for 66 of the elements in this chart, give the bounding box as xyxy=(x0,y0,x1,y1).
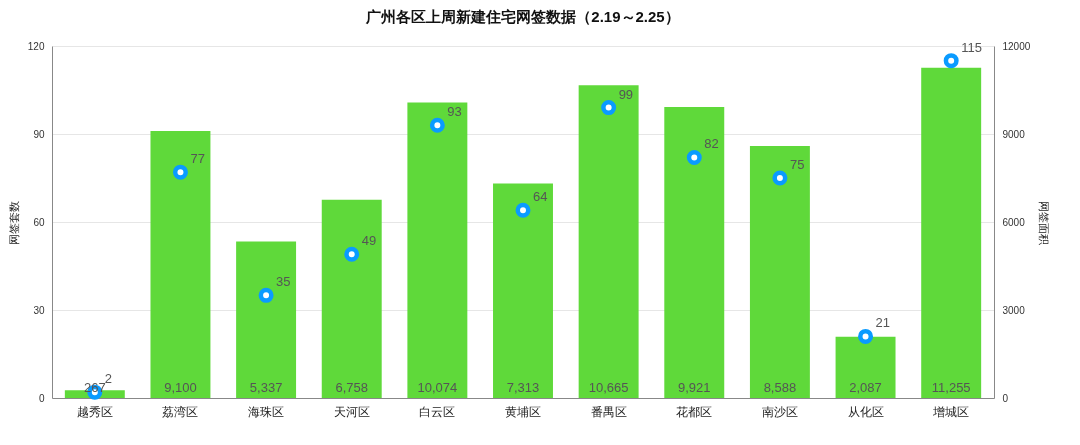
point xyxy=(601,100,617,116)
data-label: 64 xyxy=(533,189,548,205)
y-tick-label: 60 xyxy=(33,216,45,228)
data-label: 267 xyxy=(83,380,106,395)
data-label: 10,074 xyxy=(417,380,458,395)
data-label: 11,255 xyxy=(931,380,971,395)
y2-tick-label: 3000 xyxy=(1002,304,1026,316)
x-tick-label: 番禺区 xyxy=(590,404,627,419)
bar xyxy=(578,85,639,398)
data-label: 6,758 xyxy=(335,380,368,395)
point xyxy=(344,246,360,262)
bar xyxy=(321,199,382,398)
y-tick-label: 90 xyxy=(33,128,45,140)
point xyxy=(772,170,788,186)
y-tick-label: 30 xyxy=(33,304,45,316)
x-tick-label: 天河区 xyxy=(333,404,370,419)
point xyxy=(515,202,531,218)
data-label: 9,100 xyxy=(164,380,197,395)
point xyxy=(943,53,959,69)
x-tick-label: 增城区 xyxy=(932,404,970,419)
bar xyxy=(835,336,896,398)
data-label: 77 xyxy=(190,151,205,167)
x-tick-label: 从化区 xyxy=(847,404,884,419)
bar xyxy=(664,106,725,398)
y2-tick-label: 12000 xyxy=(1002,40,1031,52)
point xyxy=(258,287,274,303)
x-tick-label: 白云区 xyxy=(419,404,456,419)
data-label: 115 xyxy=(961,39,982,55)
point xyxy=(429,117,445,133)
data-label: 99 xyxy=(618,86,634,102)
data-label: 82 xyxy=(704,136,719,152)
data-label: 93 xyxy=(447,104,462,120)
data-label: 49 xyxy=(361,233,377,249)
x-tick-label: 海珠区 xyxy=(248,404,285,419)
data-label: 2,087 xyxy=(849,380,882,395)
data-label: 75 xyxy=(789,157,805,172)
y-tick-label: 0 xyxy=(38,392,45,404)
y-tick-label: 120 xyxy=(27,40,45,52)
point xyxy=(172,164,188,180)
x-tick-label: 荔湾区 xyxy=(162,404,199,419)
bar xyxy=(407,102,468,398)
y2-axis-title: 网签面积 xyxy=(1038,200,1051,245)
x-tick-label: 越秀区 xyxy=(76,404,113,419)
y2-tick-label: 6000 xyxy=(1002,216,1026,228)
point xyxy=(686,149,702,165)
data-label: 8,588 xyxy=(763,380,797,395)
bar xyxy=(150,131,211,398)
data-label: 7,313 xyxy=(506,380,540,395)
data-label: 2 xyxy=(104,371,113,387)
bar xyxy=(236,241,297,398)
bar xyxy=(493,183,553,398)
x-tick-label: 花都区 xyxy=(676,404,713,419)
y2-tick-label: 0 xyxy=(1002,392,1009,404)
point xyxy=(858,328,874,344)
x-tick-label: 黄埔区 xyxy=(505,404,541,419)
y2-tick-label: 9000 xyxy=(1002,128,1026,140)
data-label: 21 xyxy=(875,315,891,331)
data-label: 9,921 xyxy=(678,380,711,395)
data-label: 35 xyxy=(276,274,291,290)
data-label: 10,665 xyxy=(588,380,629,395)
bar xyxy=(921,67,982,398)
data-label: 5,337 xyxy=(249,380,283,395)
y-axis-title: 网签套数 xyxy=(7,200,20,245)
chart-title: 广州各区上周新建住宅网签数据（2.19～2.25） xyxy=(365,8,680,25)
x-tick-label: 南沙区 xyxy=(761,404,798,419)
bar xyxy=(749,146,810,398)
